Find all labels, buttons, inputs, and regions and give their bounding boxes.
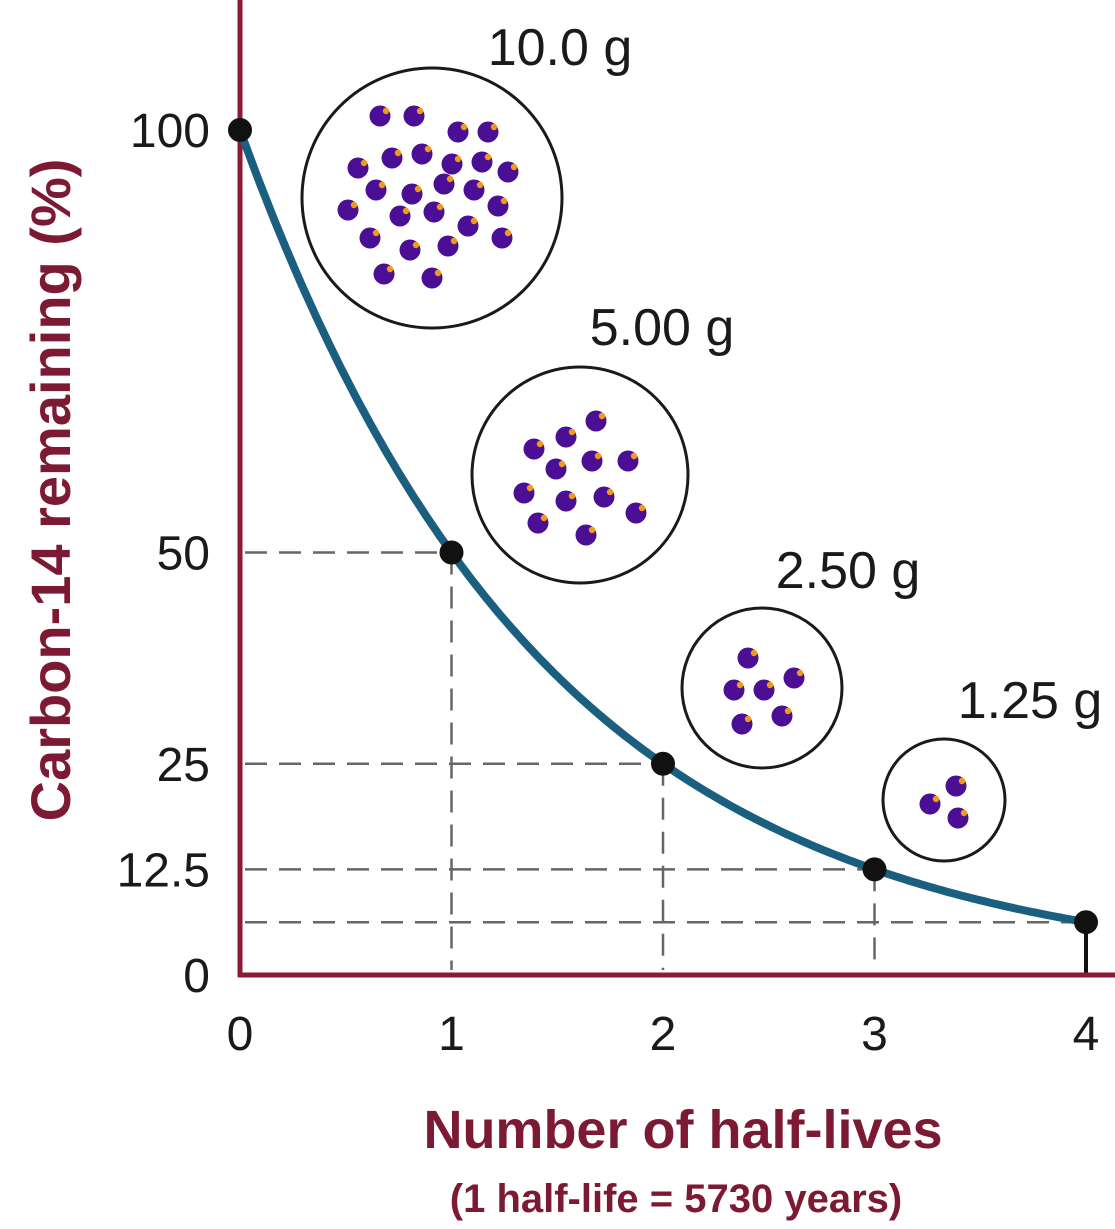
data-point (228, 118, 252, 142)
atom-highlight (510, 163, 518, 171)
data-point (1074, 910, 1098, 935)
atom-highlight (394, 149, 402, 157)
x-tick-labels: 0 1 2 3 4 (227, 1008, 1100, 1061)
atom-highlight (386, 265, 394, 273)
y-tick-labels: 0 12.5 25 50 100 (117, 105, 210, 1003)
mass-label: 10.0 g (488, 19, 633, 77)
x-tick-label: 3 (861, 1008, 888, 1061)
x-axis-note: (1 half-life = 5730 years) (450, 1177, 902, 1221)
mass-label: 5.00 g (590, 299, 735, 357)
atom-highlight (736, 681, 744, 689)
y-tick-label: 0 (183, 950, 210, 1003)
atom-highlight (796, 669, 804, 677)
x-tick-label: 2 (650, 1008, 677, 1061)
atom-highlight (630, 452, 638, 460)
y-axis-label: Carbon-14 remaining (%) (19, 159, 82, 822)
atom-highlight (568, 492, 576, 500)
data-point (862, 857, 887, 882)
sample-circle (300, 66, 564, 330)
atom-highlight (416, 107, 424, 115)
sample-circle (470, 365, 690, 585)
y-tick-label: 25 (157, 739, 210, 792)
x-tick-label: 4 (1073, 1008, 1100, 1061)
atom-highlight (454, 155, 462, 163)
axes (237, 0, 1115, 978)
atom-highlight (500, 197, 508, 205)
data-points (228, 118, 1098, 935)
atom-highlight (932, 795, 940, 803)
atom-highlight (958, 777, 966, 785)
atom-highlight (402, 207, 410, 215)
atom-highlight (360, 159, 368, 167)
atom-sample-circles (300, 66, 1007, 863)
atom-highlight (434, 269, 442, 277)
y-tick-label: 50 (157, 528, 210, 581)
y-tick-label: 100 (130, 105, 210, 158)
atom-highlight (484, 153, 492, 161)
mass-labels: 10.0 g 5.00 g 2.50 g 1.25 g (488, 19, 1103, 730)
atom-highlight (504, 229, 512, 237)
atom-highlight (766, 681, 774, 689)
atom-highlight (378, 181, 386, 189)
atom-highlight (526, 484, 534, 492)
sample-circle (881, 737, 1007, 863)
atom-highlight (460, 123, 468, 131)
x-tick-label: 1 (438, 1008, 465, 1061)
atom-highlight (382, 107, 390, 115)
y-tick-label: 12.5 (117, 844, 210, 897)
x-axis-label: Number of half-lives (423, 1100, 942, 1160)
atom-highlight (476, 181, 484, 189)
atom-highlight (750, 649, 758, 657)
atom-highlight (470, 217, 478, 225)
atom-highlight (414, 185, 422, 193)
atom-highlight (594, 452, 602, 460)
atom-highlight (558, 460, 566, 468)
atom-highlight (540, 514, 548, 522)
atom-highlight (436, 203, 444, 211)
atom-highlight (588, 526, 596, 534)
mass-label: 1.25 g (958, 672, 1103, 730)
atom-highlight (350, 201, 358, 209)
atom-highlight (490, 123, 498, 131)
atom-highlight (446, 175, 454, 183)
data-point (651, 751, 675, 776)
atom-highlight (744, 715, 752, 723)
atom-highlight (606, 488, 614, 496)
atom-highlight (960, 809, 968, 817)
x-tick-label: 0 (227, 1008, 254, 1061)
atom-highlight (536, 440, 544, 448)
data-point (439, 540, 464, 565)
atom-highlight (450, 237, 458, 245)
atom-highlight (424, 145, 432, 153)
atom-highlight (568, 428, 576, 436)
atom-highlight (784, 707, 792, 715)
atom-highlight (598, 412, 606, 420)
atom-highlight (638, 504, 646, 512)
atom-highlight (372, 229, 380, 237)
mass-label: 2.50 g (776, 542, 921, 600)
guide-lines (245, 551, 1088, 975)
atom-highlight (412, 241, 420, 249)
